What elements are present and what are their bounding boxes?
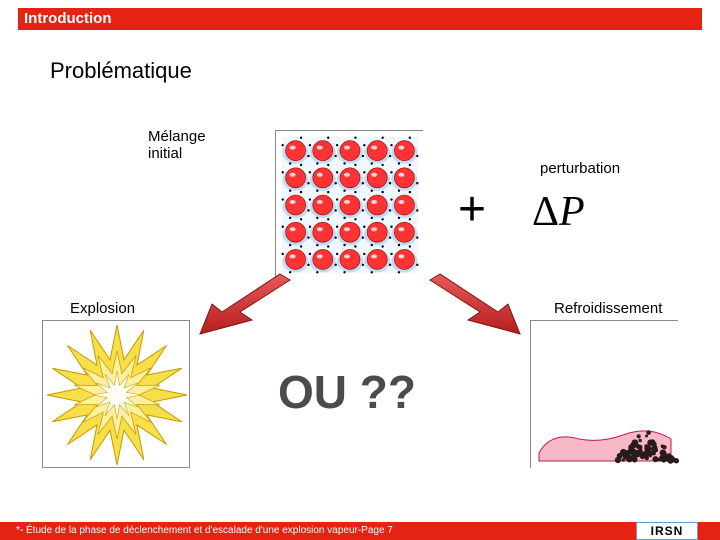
label-cooling: Refroidissement bbox=[554, 300, 662, 317]
section-title: Problématique bbox=[50, 58, 192, 84]
label-perturbation: perturbation bbox=[540, 160, 620, 177]
arrow-left bbox=[190, 270, 300, 340]
plus-symbol: + bbox=[458, 182, 486, 237]
explosion-diagram bbox=[42, 320, 190, 468]
header-title: Introduction bbox=[24, 8, 111, 30]
header-bar bbox=[18, 8, 702, 30]
label-explosion: Explosion bbox=[70, 300, 135, 317]
delta-p-symbol: ΔP bbox=[532, 188, 585, 236]
cooling-diagram bbox=[530, 320, 678, 468]
footer-text: *- Étude de la phase de déclenchement et… bbox=[16, 522, 393, 540]
mixture-diagram bbox=[275, 130, 423, 278]
logo-irsn: IRSN bbox=[636, 522, 698, 540]
arrow-right bbox=[420, 270, 530, 340]
center-question: OU ?? bbox=[278, 365, 416, 419]
label-mix: Mélange initial bbox=[148, 128, 206, 162]
